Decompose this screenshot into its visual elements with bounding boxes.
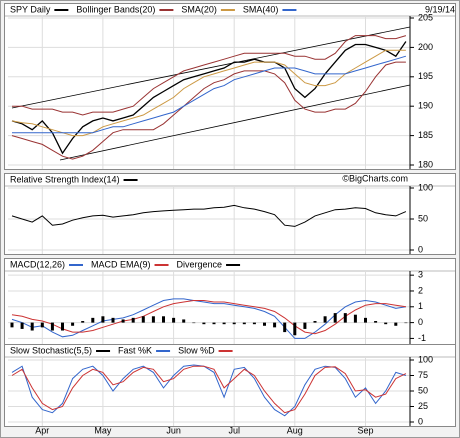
y-tick-label: 0 <box>418 317 423 327</box>
bar <box>263 322 266 326</box>
bar <box>101 316 105 323</box>
bar <box>71 322 75 326</box>
legend-label: MACD EMA(9) <box>91 259 151 269</box>
bar <box>121 319 125 323</box>
bar <box>384 322 388 325</box>
bar <box>333 313 337 323</box>
bar <box>364 317 367 323</box>
bar <box>172 317 176 323</box>
legend-label: SPY Daily <box>10 4 51 14</box>
bar <box>192 322 196 324</box>
legend-label: Divergence <box>177 259 223 269</box>
y-tick-label: 75 <box>418 370 428 380</box>
bar <box>404 322 408 324</box>
bar <box>303 322 307 329</box>
y-tick-label: 0 <box>418 416 423 426</box>
bar <box>252 322 256 325</box>
bar <box>232 322 236 325</box>
series-line <box>11 204 407 227</box>
legend-label: Bollinger Bands(20) <box>76 4 155 14</box>
bar <box>202 322 206 325</box>
legend-label: Slow %D <box>178 345 215 355</box>
x-tick-label: Aug <box>287 425 303 435</box>
bar <box>313 321 317 323</box>
bar <box>323 316 327 323</box>
bar <box>131 317 135 323</box>
legend-label: Relative Strength Index(14) <box>10 174 120 184</box>
x-tick-label: Jul <box>228 425 240 435</box>
bar <box>61 322 64 331</box>
y-tick-label: 180 <box>418 159 433 169</box>
series-line <box>11 49 406 137</box>
series-line <box>11 61 406 160</box>
bar <box>81 321 85 323</box>
bar <box>91 317 95 323</box>
x-tick-label: Apr <box>35 425 49 435</box>
y-tick-label: 2 <box>418 285 423 295</box>
bar <box>374 321 378 323</box>
y-tick-label: 100 <box>418 182 433 192</box>
y-tick-label: 50 <box>418 385 428 395</box>
y-tick-label: -1 <box>418 333 426 343</box>
y-tick-label: 3 <box>418 270 423 280</box>
date-label: 9/19/14 <box>425 4 455 14</box>
x-tick-label: May <box>94 425 112 435</box>
series-line <box>12 55 407 134</box>
legend-label: SMA(20) <box>181 4 217 14</box>
bar <box>394 322 398 326</box>
panel <box>4 3 456 170</box>
panel <box>4 344 456 427</box>
y-tick-label: 0 <box>418 244 423 254</box>
panel <box>4 258 456 345</box>
y-tick-label: 200 <box>418 42 433 52</box>
trend-line <box>59 84 411 161</box>
legend-label: MACD(12,26) <box>10 259 65 269</box>
y-tick-label: 195 <box>418 71 433 81</box>
legend-label: SMA(40) <box>243 4 279 14</box>
bar <box>293 322 297 336</box>
y-tick-label: 205 <box>418 12 433 22</box>
bar <box>50 322 54 331</box>
legend-label: Fast %K <box>118 345 152 355</box>
bar <box>20 322 24 329</box>
bar <box>162 316 165 323</box>
series-line <box>11 364 407 417</box>
series-line <box>12 35 407 116</box>
bar <box>222 322 226 325</box>
bar <box>283 322 287 333</box>
bar <box>141 316 145 323</box>
bar <box>273 322 277 328</box>
bar <box>30 322 34 331</box>
legend-label: Slow Stochastic(5,5) <box>10 345 92 355</box>
bar <box>111 317 115 323</box>
bar <box>343 313 347 323</box>
y-tick-label: 190 <box>418 101 433 111</box>
bar <box>353 314 357 323</box>
bar <box>10 322 14 328</box>
credit: ©BigCharts.com <box>342 173 408 183</box>
y-tick-label: 25 <box>418 401 428 411</box>
bar <box>182 319 186 323</box>
y-tick-label: 50 <box>418 213 428 223</box>
bar <box>151 316 155 323</box>
x-tick-label: Jun <box>166 425 181 435</box>
series-line <box>11 365 407 414</box>
y-tick-label: 1 <box>418 301 423 311</box>
y-tick-label: 100 <box>418 354 433 364</box>
bar <box>40 322 44 328</box>
y-tick-label: 185 <box>418 130 433 140</box>
series-line <box>11 300 406 335</box>
bar <box>212 322 216 325</box>
series-line <box>11 298 406 339</box>
trend-line <box>11 26 411 109</box>
x-tick-label: Sep <box>357 425 373 435</box>
bar <box>242 322 246 325</box>
